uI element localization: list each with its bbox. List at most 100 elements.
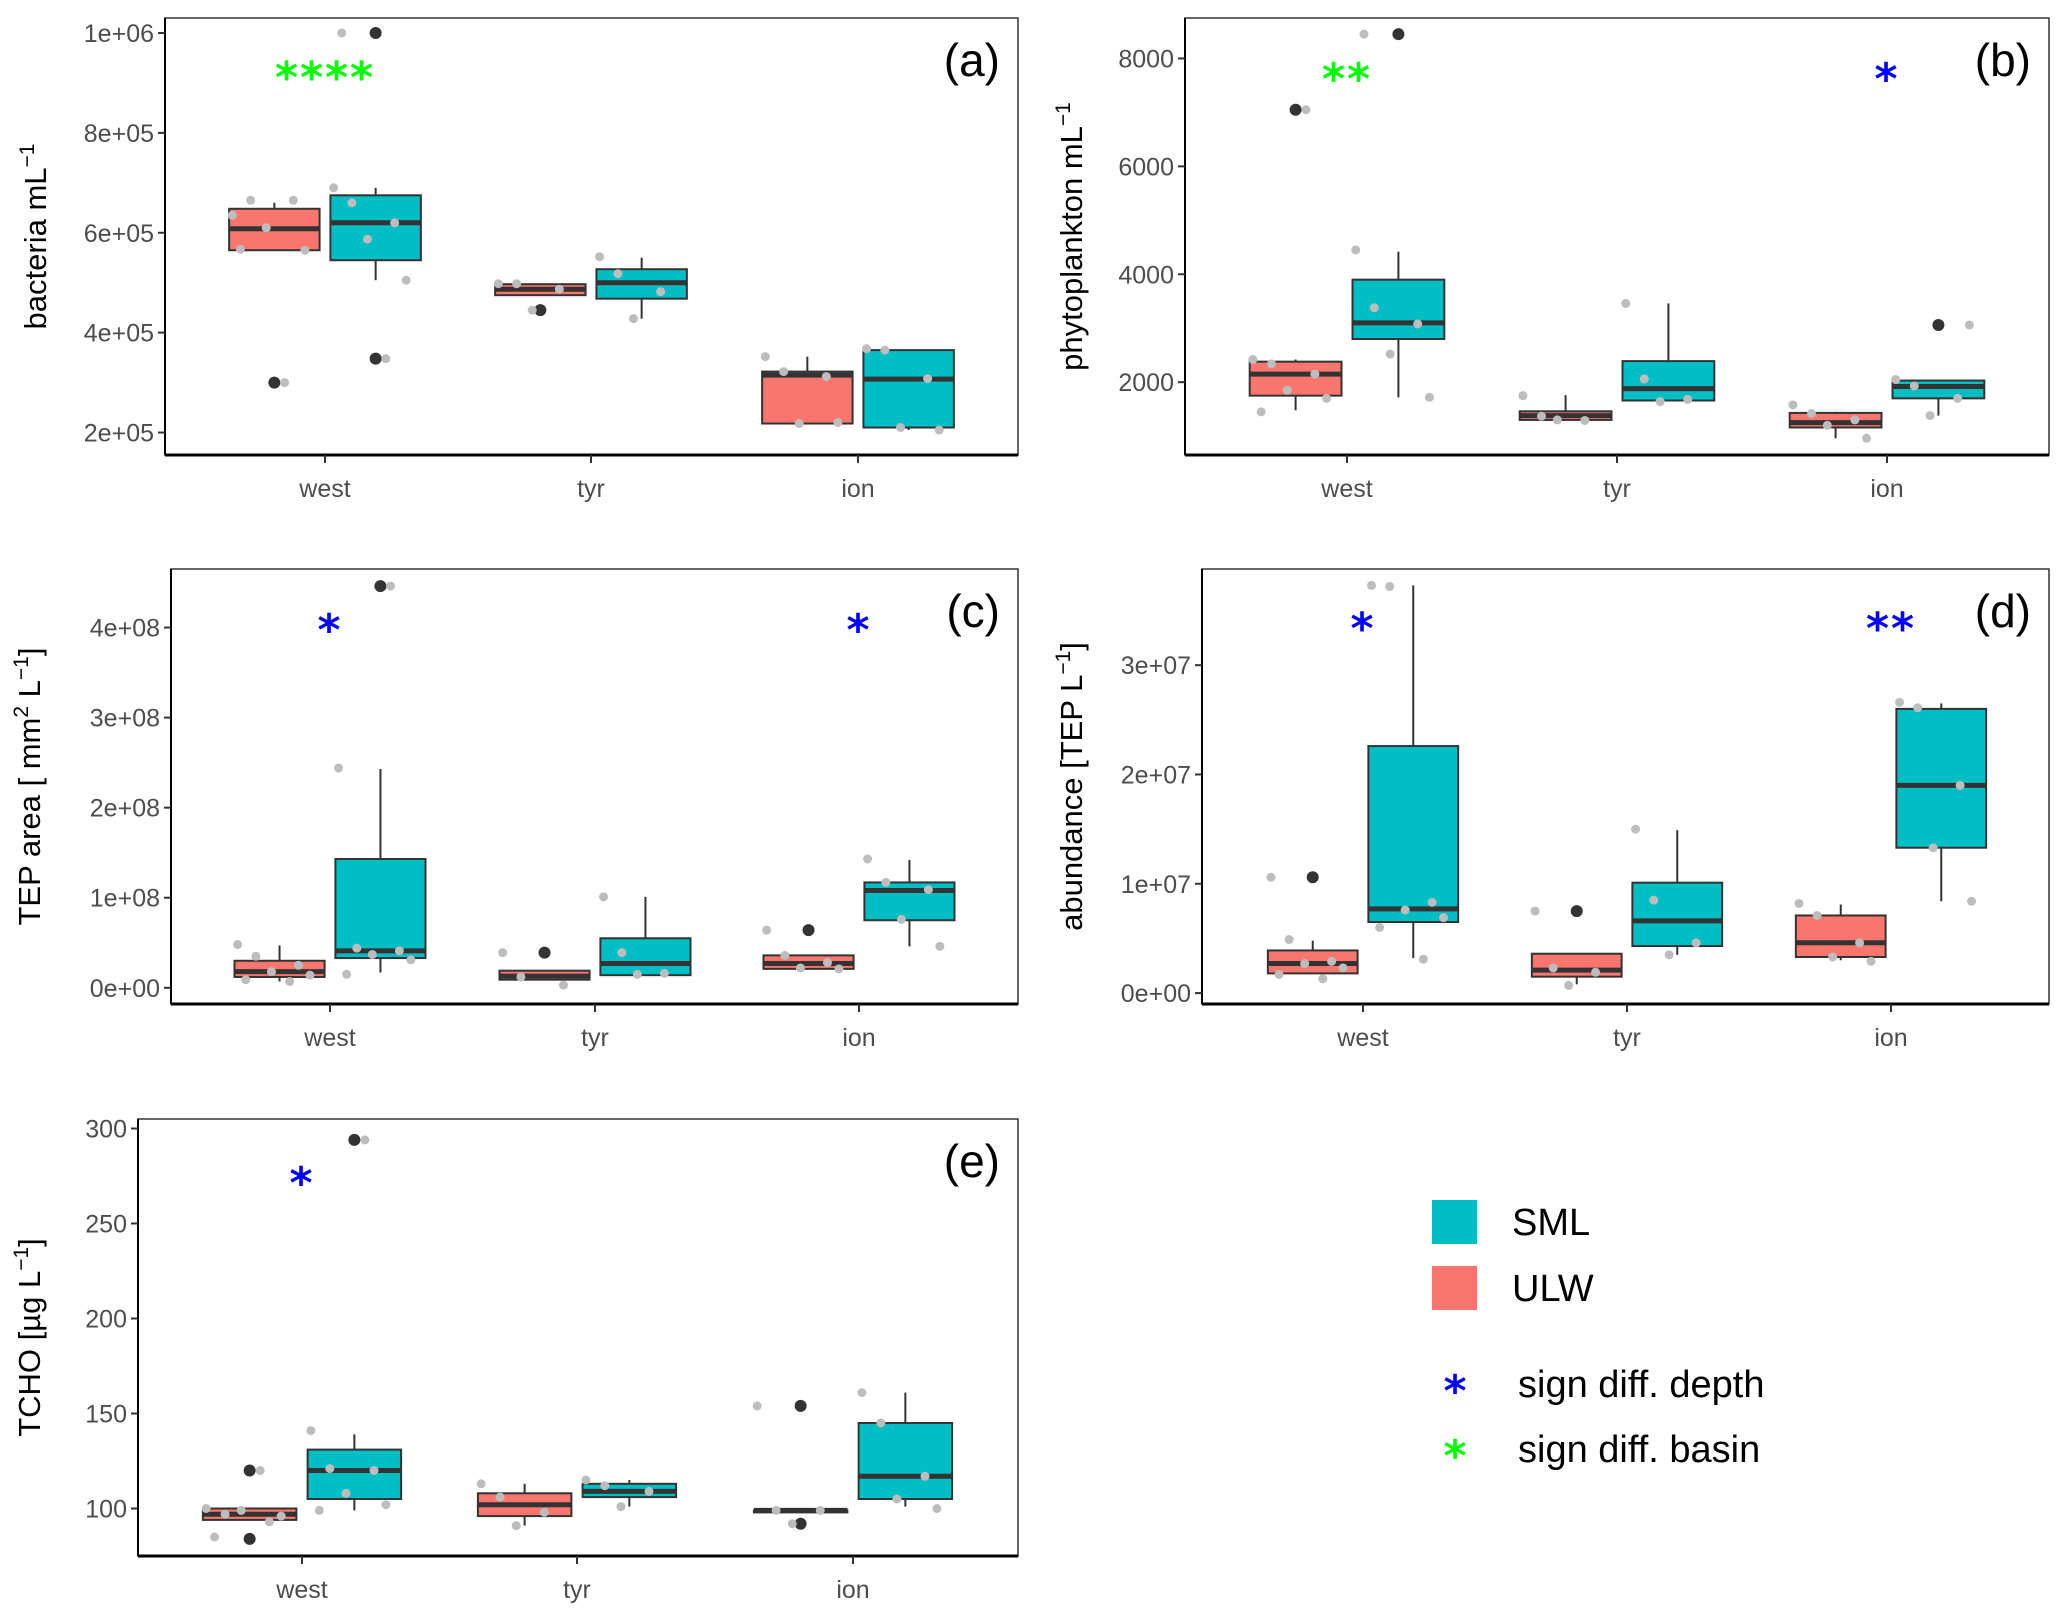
data-point xyxy=(1322,393,1332,403)
x-tick-label: tyr xyxy=(581,1024,609,1052)
data-point xyxy=(1359,29,1369,39)
box-SML-tyr xyxy=(599,892,692,979)
box-SML-west xyxy=(1351,28,1446,402)
box-SML-tyr xyxy=(1621,298,1716,407)
box-SML-ion xyxy=(863,854,956,951)
data-point xyxy=(1310,369,1320,379)
data-point xyxy=(1564,980,1574,990)
data-point xyxy=(1822,420,1832,430)
data-point xyxy=(1953,393,1963,403)
data-point xyxy=(210,1532,220,1542)
outlier-point xyxy=(794,1517,807,1530)
x-tick-label: ion xyxy=(1870,475,1903,503)
box-body xyxy=(1351,278,1446,341)
data-point xyxy=(334,763,344,773)
box-ULW-tyr xyxy=(1518,391,1613,425)
data-point xyxy=(1913,703,1923,713)
data-point xyxy=(476,1479,486,1489)
data-point xyxy=(1664,950,1674,960)
panel-tag: (d) xyxy=(1975,585,2031,637)
y-axis-title-sup: −1 xyxy=(10,1247,33,1271)
legend-swatch-ULW xyxy=(1432,1266,1477,1310)
data-point xyxy=(923,374,933,384)
data-point xyxy=(644,1486,654,1496)
data-point xyxy=(1530,906,1540,916)
data-point xyxy=(386,581,396,591)
data-point xyxy=(235,244,245,254)
legend-symbol-depth_sig: * xyxy=(1443,1366,1466,1417)
data-point xyxy=(613,269,623,279)
data-point xyxy=(1631,824,1641,834)
y-axis-title: phytoplankton mL−1 xyxy=(1052,102,1089,371)
data-point xyxy=(581,1475,591,1485)
data-point xyxy=(833,418,843,428)
data-point xyxy=(527,305,537,315)
data-point xyxy=(779,367,789,377)
data-point xyxy=(266,967,276,977)
outlier-point xyxy=(802,924,815,937)
x-tick-label: tyr xyxy=(563,1576,591,1604)
box-body xyxy=(1367,745,1460,924)
box-body xyxy=(1530,952,1623,978)
data-point xyxy=(1338,963,1348,973)
y-axis-title-sup: −1 xyxy=(16,144,39,168)
data-point xyxy=(1424,392,1434,402)
data-point xyxy=(1301,105,1311,115)
y-tick-label: 4e+05 xyxy=(84,320,154,348)
data-point xyxy=(932,1504,942,1513)
data-point xyxy=(822,958,832,968)
box-ULW-tyr xyxy=(1530,905,1623,990)
panel-b: 2000 4000 6000 8000 west tyr ion phytoplankton … xyxy=(1052,17,2050,503)
outlier-point xyxy=(1289,103,1302,116)
outlier-point xyxy=(534,304,547,317)
outlier-point xyxy=(1570,905,1583,918)
panel-e: 100 150 200 250 300 west tyr ion TCHO [µg L−1] (e… xyxy=(10,1116,1019,1604)
data-point xyxy=(616,1502,626,1512)
y-tick-label: 250 xyxy=(85,1211,127,1239)
outlier-point xyxy=(348,1133,361,1146)
outlier-point xyxy=(1392,28,1405,41)
data-point xyxy=(1367,580,1377,590)
data-point xyxy=(1850,415,1860,425)
data-point xyxy=(329,183,339,193)
data-point xyxy=(401,275,411,285)
data-point xyxy=(1413,319,1423,329)
data-point xyxy=(390,218,400,228)
outlier-point xyxy=(243,1464,256,1477)
box-ULW-west xyxy=(1248,103,1343,417)
y-axis-title-end: ] xyxy=(1054,642,1089,651)
data-point xyxy=(1591,967,1601,977)
significance-marker: ** xyxy=(1322,54,1372,105)
y-tick-label: 150 xyxy=(85,1401,127,1429)
data-point xyxy=(595,252,605,262)
x-tick-label: tyr xyxy=(577,475,605,503)
data-point xyxy=(920,1471,930,1481)
data-point xyxy=(1862,433,1872,443)
data-point xyxy=(1385,581,1395,591)
y-axis-title-sup: 2 xyxy=(10,706,33,718)
outlier-point xyxy=(268,376,281,389)
box-body xyxy=(862,349,955,429)
plot-border xyxy=(170,568,1019,1005)
data-point xyxy=(1284,935,1294,945)
data-point xyxy=(306,1426,316,1436)
data-point xyxy=(511,1521,521,1531)
y-tick-label: 6000 xyxy=(1118,153,1174,181)
box-ULW-ion xyxy=(1788,400,1883,443)
data-point xyxy=(617,948,627,958)
data-point xyxy=(1866,956,1876,966)
data-point xyxy=(1266,359,1276,369)
data-point xyxy=(305,970,315,980)
data-point xyxy=(360,1135,370,1145)
data-point xyxy=(1427,897,1437,907)
data-point xyxy=(1369,303,1379,313)
y-tick-label: 300 xyxy=(85,1116,127,1144)
y-tick-label: 0e+00 xyxy=(1121,980,1191,1008)
x-tick-label: ion xyxy=(836,1576,869,1604)
data-point xyxy=(599,892,609,902)
significance-marker: **** xyxy=(275,52,375,103)
y-axis-title: bacteria mL−1 xyxy=(16,144,53,330)
data-point xyxy=(1788,400,1798,410)
data-point xyxy=(1909,381,1919,391)
